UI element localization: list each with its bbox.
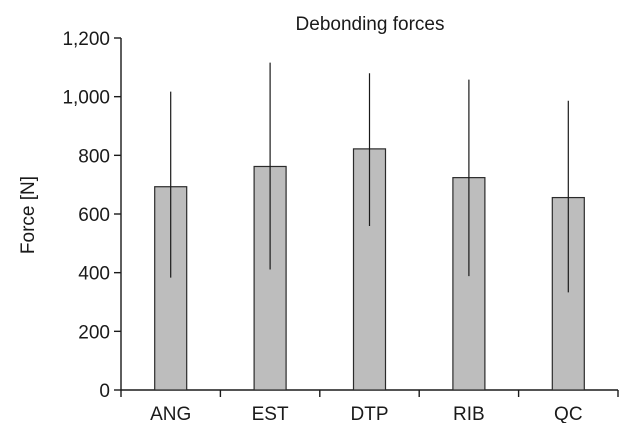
y-tick-label: 400 bbox=[78, 264, 110, 285]
chart-title: Debonding forces bbox=[296, 14, 445, 35]
y-tick-label: 1,200 bbox=[62, 29, 110, 50]
x-tick-label: DTP bbox=[351, 404, 389, 423]
y-tick-label: 1,000 bbox=[62, 88, 110, 109]
x-tick-label: RIB bbox=[453, 404, 485, 423]
x-tick-label: ANG bbox=[150, 404, 191, 423]
y-tick-label: 800 bbox=[78, 146, 110, 167]
y-tick-label: 600 bbox=[78, 205, 110, 226]
x-tick-label: EST bbox=[252, 404, 289, 423]
y-tick-label: 200 bbox=[78, 322, 110, 343]
plot-area: 0 200 400 600 800 1,000 1,200 ANG EST DTP RIB QC bbox=[62, 29, 619, 425]
y-tick-label: 0 bbox=[99, 381, 110, 402]
x-tick-label: QC bbox=[554, 404, 583, 423]
y-axis-label: Force [N] bbox=[18, 176, 39, 254]
